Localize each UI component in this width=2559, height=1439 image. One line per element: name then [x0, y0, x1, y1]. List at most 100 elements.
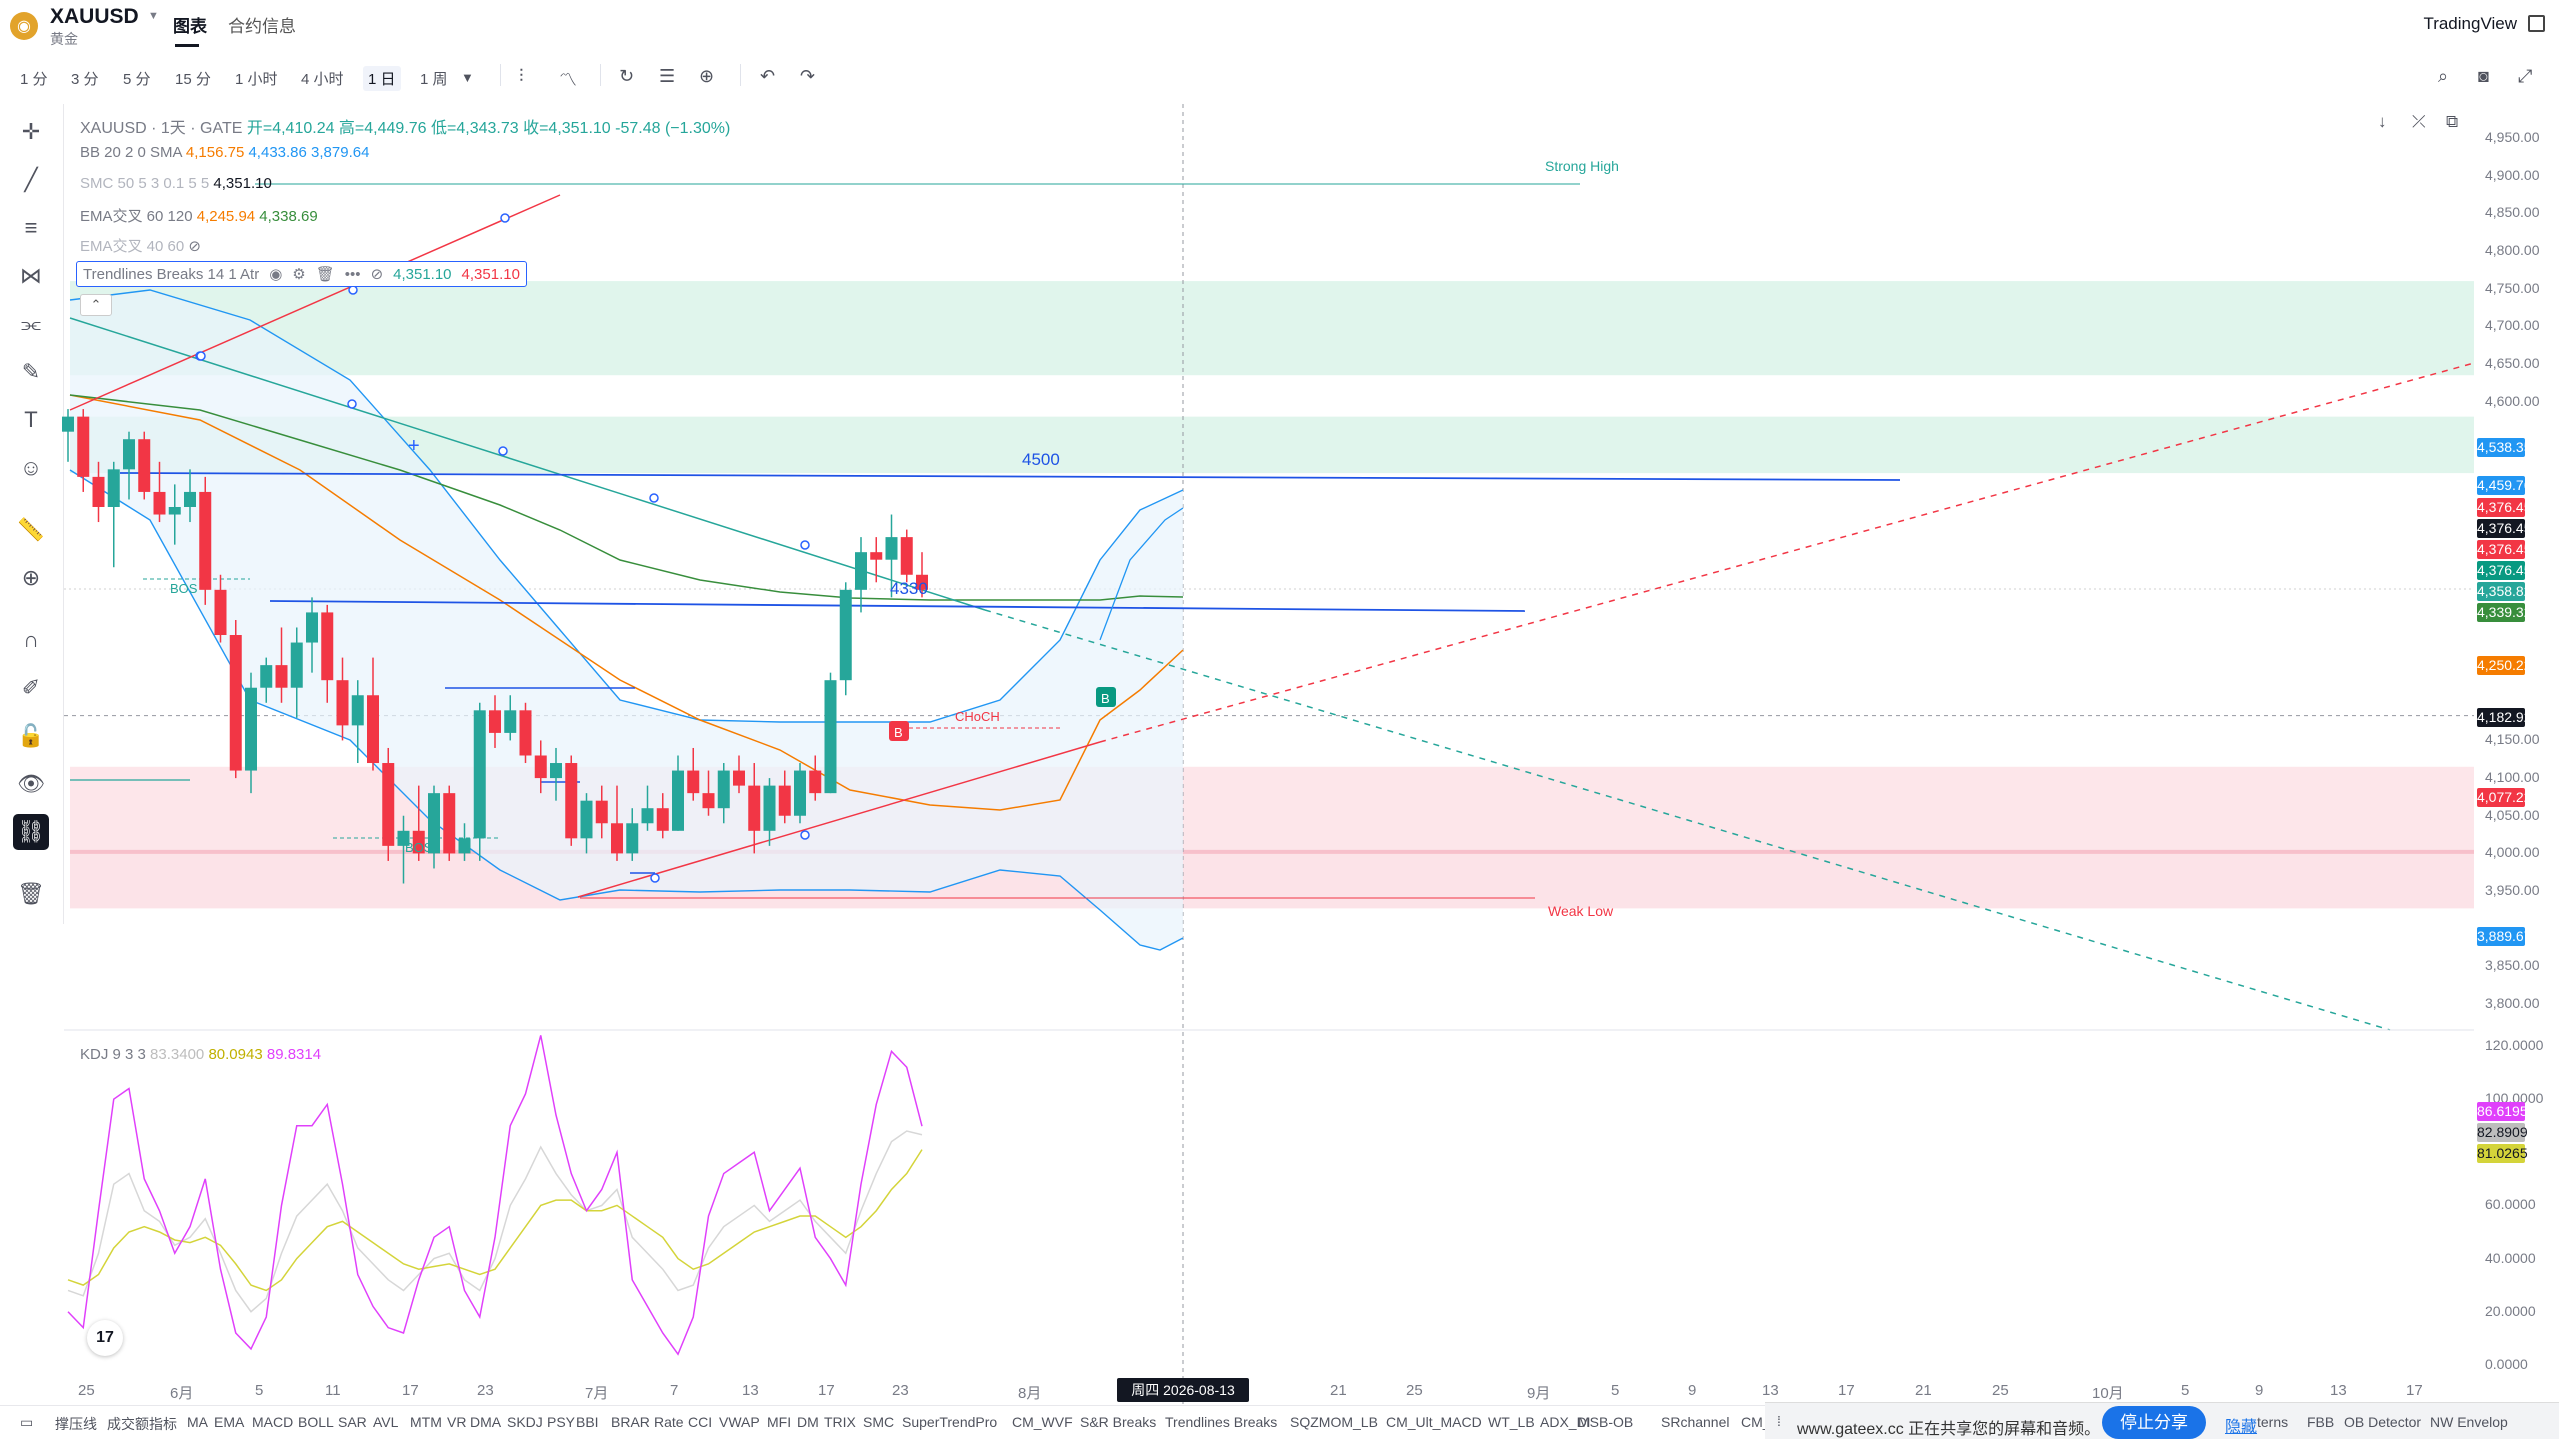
- pattern-icon[interactable]: ⋈: [20, 263, 42, 288]
- text-icon[interactable]: T: [24, 407, 38, 432]
- indicator-shortcut[interactable]: WT_LB: [1488, 1414, 1535, 1430]
- indicator-shortcut[interactable]: VR: [447, 1414, 467, 1430]
- undo-icon[interactable]: ↶: [760, 66, 776, 86]
- indicator-shortcut[interactable]: CCI: [688, 1414, 713, 1430]
- timeframe-3m[interactable]: 3 分: [71, 71, 99, 88]
- indicator-shortcut[interactable]: SRchannel: [1661, 1414, 1730, 1430]
- indicator-shortcut[interactable]: MACD: [252, 1414, 294, 1430]
- chevron-down-icon[interactable]: ▼: [148, 10, 159, 22]
- candle-type-icon[interactable]: ⫶: [519, 66, 524, 86]
- indicator-shortcut[interactable]: SuperTrendPro: [902, 1414, 998, 1430]
- legend-ema1-v1: 4,245.94: [196, 208, 256, 225]
- more-icon[interactable]: •••: [344, 265, 361, 283]
- indicator-shortcut[interactable]: SKDJ: [507, 1414, 543, 1430]
- settings-icon[interactable]: ⚙: [292, 266, 306, 283]
- timeframe-4h[interactable]: 4 小时: [301, 71, 344, 88]
- time-tick: 5: [2181, 1382, 2190, 1399]
- time-tick: 25: [1992, 1382, 2009, 1399]
- indicator-shortcut[interactable]: BRAR: [611, 1414, 650, 1430]
- indicator-shortcut[interactable]: 成交额指标: [107, 1416, 177, 1432]
- indicator-shortcut[interactable]: CM_Ult_MACD: [1386, 1414, 1482, 1430]
- symbol-name[interactable]: XAUUSD: [50, 5, 139, 28]
- timeframe-5m[interactable]: 5 分: [123, 71, 151, 88]
- indicator-shortcut[interactable]: AVL: [373, 1414, 399, 1430]
- ruler-icon[interactable]: 📏: [17, 517, 45, 542]
- timeframe-dropdown-icon[interactable]: ▼: [461, 70, 474, 85]
- fullscreen-icon[interactable]: [2528, 15, 2545, 32]
- indicator-shortcut[interactable]: OB Detector: [2344, 1414, 2422, 1430]
- trash-icon[interactable]: 🗑: [17, 881, 45, 906]
- candle-bear: [138, 439, 151, 492]
- indicator-shortcut[interactable]: BBI: [576, 1414, 599, 1430]
- indicator-shortcut[interactable]: DM: [797, 1414, 819, 1430]
- indicator-shortcut[interactable]: SAR: [338, 1414, 367, 1430]
- link-icon[interactable]: ⛓: [13, 814, 49, 850]
- expand-icon[interactable]: ⤢: [2518, 66, 2533, 86]
- timeframe-15m[interactable]: 15 分: [175, 71, 211, 88]
- legend-trendlines-selected[interactable]: Trendlines Breaks 14 1 Atr ◉ ⚙ 🗑 ••• ⊘ 4…: [76, 261, 527, 287]
- crosshair-icon[interactable]: ✛: [21, 119, 41, 144]
- indicator-shortcut[interactable]: EMA: [214, 1414, 245, 1430]
- indicator-shortcut[interactable]: Rate: [654, 1414, 684, 1430]
- trendline-icon[interactable]: ╱: [24, 167, 38, 192]
- brush-icon[interactable]: ✎: [21, 359, 41, 384]
- indicator-shortcut[interactable]: VWAP: [719, 1414, 760, 1430]
- indicator-shortcut[interactable]: CM_WVF: [1012, 1414, 1073, 1430]
- tradingview-logo[interactable]: 17: [87, 1320, 123, 1356]
- emoji-icon[interactable]: ☺: [19, 455, 43, 480]
- tab-contract-info[interactable]: 合约信息: [228, 17, 296, 36]
- collapse-pane-icon[interactable]: ⤫: [2412, 112, 2426, 131]
- indicator-shortcut[interactable]: MSB-OB: [1578, 1414, 1634, 1430]
- indicator-shortcut[interactable]: DMA: [470, 1414, 502, 1430]
- indicator-shortcut[interactable]: CM_: [1741, 1414, 1771, 1430]
- indicator-shortcut[interactable]: TRIX: [824, 1414, 856, 1430]
- candle-bear: [229, 635, 242, 771]
- drag-handle-icon[interactable]: ⁞: [1777, 1413, 1781, 1429]
- indicator-shortcut[interactable]: NW Envelop: [2430, 1414, 2508, 1430]
- indicator-shortcut[interactable]: PSY: [547, 1414, 576, 1430]
- eye-icon[interactable]: 👁: [17, 771, 45, 796]
- indicator-shortcut[interactable]: BOLL: [298, 1414, 334, 1430]
- indicator-shortcut[interactable]: terns: [2257, 1414, 2289, 1430]
- indicator-shortcut[interactable]: SMC: [863, 1414, 895, 1430]
- timeframe-1w[interactable]: 1 周: [420, 71, 448, 88]
- indicators-icon[interactable]: 〽: [559, 70, 577, 90]
- maximize-pane-icon[interactable]: ⧉: [2446, 112, 2459, 131]
- indicator-shortcut[interactable]: MTM: [410, 1414, 442, 1430]
- indicator-shortcut[interactable]: MA: [187, 1414, 208, 1430]
- templates-icon[interactable]: ☰: [659, 66, 676, 86]
- indicator-shortcut[interactable]: SQZMOM_LB: [1290, 1414, 1378, 1430]
- timeframe-1h[interactable]: 1 小时: [235, 71, 278, 88]
- redo-icon[interactable]: ↷: [800, 66, 816, 86]
- timeframe-1m[interactable]: 1 分: [20, 71, 48, 88]
- legend-ema1-name: EMA交叉 60 120: [80, 208, 193, 225]
- hide-banner-link[interactable]: 隐藏: [2225, 1419, 2258, 1436]
- fib-icon[interactable]: ≡: [24, 215, 38, 240]
- stop-sharing-button[interactable]: 停止分享: [2102, 1406, 2206, 1439]
- collapse-legend-button[interactable]: ⌃: [80, 294, 112, 316]
- indicator-panel-icon[interactable]: ▭: [20, 1414, 34, 1430]
- search-icon[interactable]: ⌕: [2438, 66, 2449, 86]
- indicator-shortcut[interactable]: 撑压线: [55, 1416, 97, 1432]
- lock-pencil-icon[interactable]: ✐: [21, 675, 41, 700]
- forecast-icon[interactable]: ⫘: [21, 311, 41, 336]
- indicator-shortcut[interactable]: S&R Breaks: [1080, 1414, 1157, 1430]
- add-icon[interactable]: ⊕: [699, 66, 715, 86]
- indicator-shortcut[interactable]: Trendlines Breaks: [1165, 1414, 1278, 1430]
- indicator-shortcut[interactable]: FBB: [2307, 1414, 2335, 1430]
- arrow-down-icon[interactable]: ↓: [2378, 112, 2387, 131]
- replay-icon[interactable]: ↻: [619, 66, 635, 86]
- lock-icon[interactable]: 🔓: [17, 723, 45, 748]
- trash-icon[interactable]: 🗑: [315, 266, 335, 283]
- timeframe-1d[interactable]: 1 日: [363, 66, 401, 91]
- eye-icon[interactable]: ◉: [269, 266, 283, 283]
- tab-chart[interactable]: 图表: [173, 17, 207, 36]
- eye-hidden-icon[interactable]: ⊘: [188, 238, 201, 255]
- magnet-icon[interactable]: ∩: [23, 627, 39, 652]
- camera-icon[interactable]: ◙: [2478, 66, 2489, 86]
- hidden-icon[interactable]: ⊘: [370, 266, 384, 283]
- zoom-icon[interactable]: ⊕: [21, 565, 41, 590]
- indicator-shortcut[interactable]: ADX_DI: [1540, 1414, 1591, 1430]
- indicator-shortcut[interactable]: MFI: [767, 1414, 792, 1430]
